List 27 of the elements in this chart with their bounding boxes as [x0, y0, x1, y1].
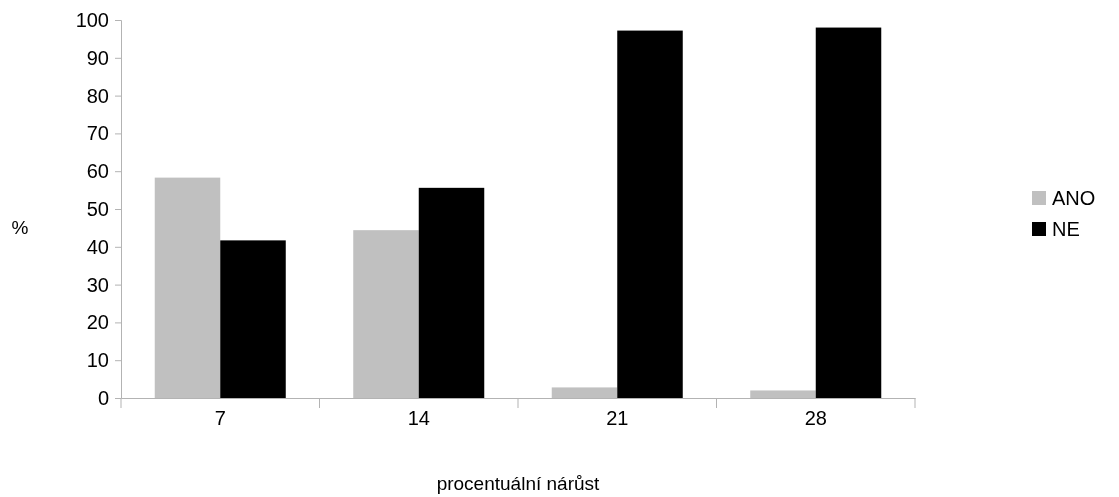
- x-axis-title: procentuální nárůst: [436, 473, 601, 494]
- legend-label: NE: [1052, 218, 1080, 240]
- x-tick-label: 28: [804, 407, 827, 429]
- y-tick-label: 60: [86, 160, 109, 183]
- y-tick-label: 0: [97, 386, 109, 409]
- legend-label: ANO: [1052, 187, 1096, 209]
- bar: [154, 177, 221, 398]
- y-tick-label: 50: [86, 197, 109, 220]
- y-tick-label: 100: [75, 8, 109, 31]
- x-tick-label: 14: [407, 407, 430, 429]
- bar: [617, 30, 683, 398]
- y-tick-label: 30: [86, 273, 109, 296]
- y-tick-label: 70: [86, 122, 109, 145]
- bar: [551, 387, 618, 398]
- bar: [750, 390, 816, 398]
- y-tick-label: 80: [86, 84, 109, 107]
- bar: [353, 230, 419, 398]
- bar: [815, 27, 882, 398]
- y-tick-label: 20: [86, 311, 109, 334]
- y-axis-title: %: [11, 217, 29, 238]
- bar: [220, 240, 286, 398]
- y-tick-label: 40: [86, 235, 109, 258]
- bar: [418, 187, 485, 398]
- x-tick-label: 21: [606, 407, 629, 429]
- x-tick-label: 7: [214, 407, 226, 429]
- y-tick-label: 90: [86, 46, 109, 69]
- y-tick-label: 10: [86, 349, 109, 372]
